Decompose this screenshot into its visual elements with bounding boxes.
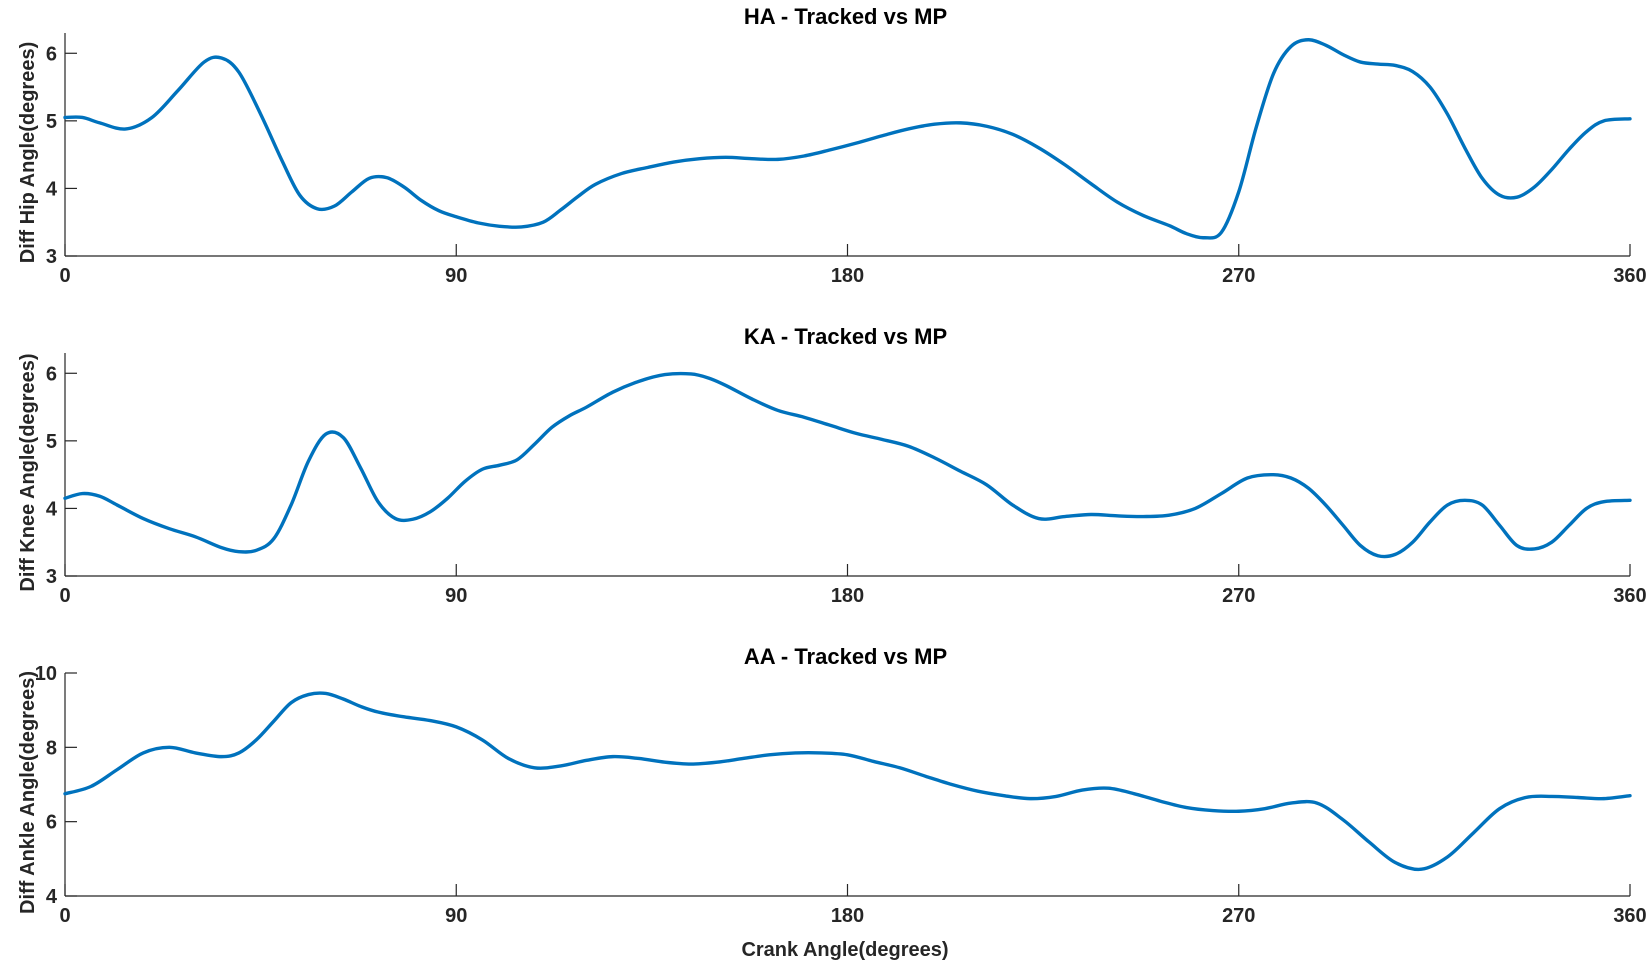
- ha-y-tick-label: 3: [46, 246, 57, 268]
- ka-x-tick-label: 360: [1613, 585, 1646, 607]
- aa-x-tick-label: 90: [445, 905, 467, 927]
- ka-y-tick-label: 3: [46, 566, 57, 588]
- aa-title: AA - Tracked vs MP: [744, 644, 947, 669]
- ka-y-axis-label: Diff Knee Angle(degrees): [17, 353, 39, 591]
- x-axis-label: Crank Angle(degrees): [741, 939, 948, 961]
- ka-x-tick-label: 180: [831, 585, 864, 607]
- ka-x-tick-label: 90: [445, 585, 467, 607]
- ha-y-tick-label: 6: [46, 43, 57, 65]
- aa-y-tick-label: 10: [35, 663, 57, 685]
- ha-x-tick-label: 0: [59, 265, 70, 287]
- ha-y-tick-label: 5: [46, 111, 57, 133]
- aa-series-line: [63, 691, 1632, 872]
- ka-series-line: [63, 371, 1632, 559]
- aa-x-tick-label: 180: [831, 905, 864, 927]
- aa-y-axis-label: Diff Ankle Angle(degrees): [17, 671, 39, 914]
- ha-panel: 0 90 180 270 360 3 4 5 6 HA - Tracked vs MP Diff H…: [17, 4, 1647, 287]
- ha-x-tick-label: 270: [1222, 265, 1255, 287]
- aa-x-tick-label: 360: [1613, 905, 1646, 927]
- ka-y-tick-label: 4: [46, 498, 58, 520]
- ka-y-tick-label: 5: [46, 431, 57, 453]
- ha-x-tick-label: 90: [445, 265, 467, 287]
- aa-x-tick-label: 270: [1222, 905, 1255, 927]
- ha-x-tick-label: 180: [831, 265, 864, 287]
- aa-y-tick-label: 4: [46, 886, 58, 908]
- ha-y-axis-label: Diff Hip Angle(degrees): [17, 42, 39, 264]
- ka-x-tick-label: 0: [59, 585, 70, 607]
- ka-panel: 0 90 180 270 360 3 4 5 6 KA - Tracked vs MP Diff K…: [17, 324, 1647, 607]
- aa-y-tick-label: 6: [46, 812, 57, 834]
- aa-panel: 0 90 180 270 360 4 6 8 10 AA - Tracked vs MP Diff …: [17, 644, 1647, 927]
- ha-y-tick-label: 4: [46, 178, 58, 200]
- ka-title: KA - Tracked vs MP: [744, 324, 947, 349]
- ha-x-tick-label: 360: [1613, 265, 1646, 287]
- ka-x-tick-label: 270: [1222, 585, 1255, 607]
- ha-title: HA - Tracked vs MP: [744, 4, 947, 29]
- ha-series-line: [63, 38, 1632, 240]
- aa-y-tick-label: 8: [46, 737, 57, 759]
- aa-x-tick-label: 0: [59, 905, 70, 927]
- ka-y-tick-label: 6: [46, 363, 57, 385]
